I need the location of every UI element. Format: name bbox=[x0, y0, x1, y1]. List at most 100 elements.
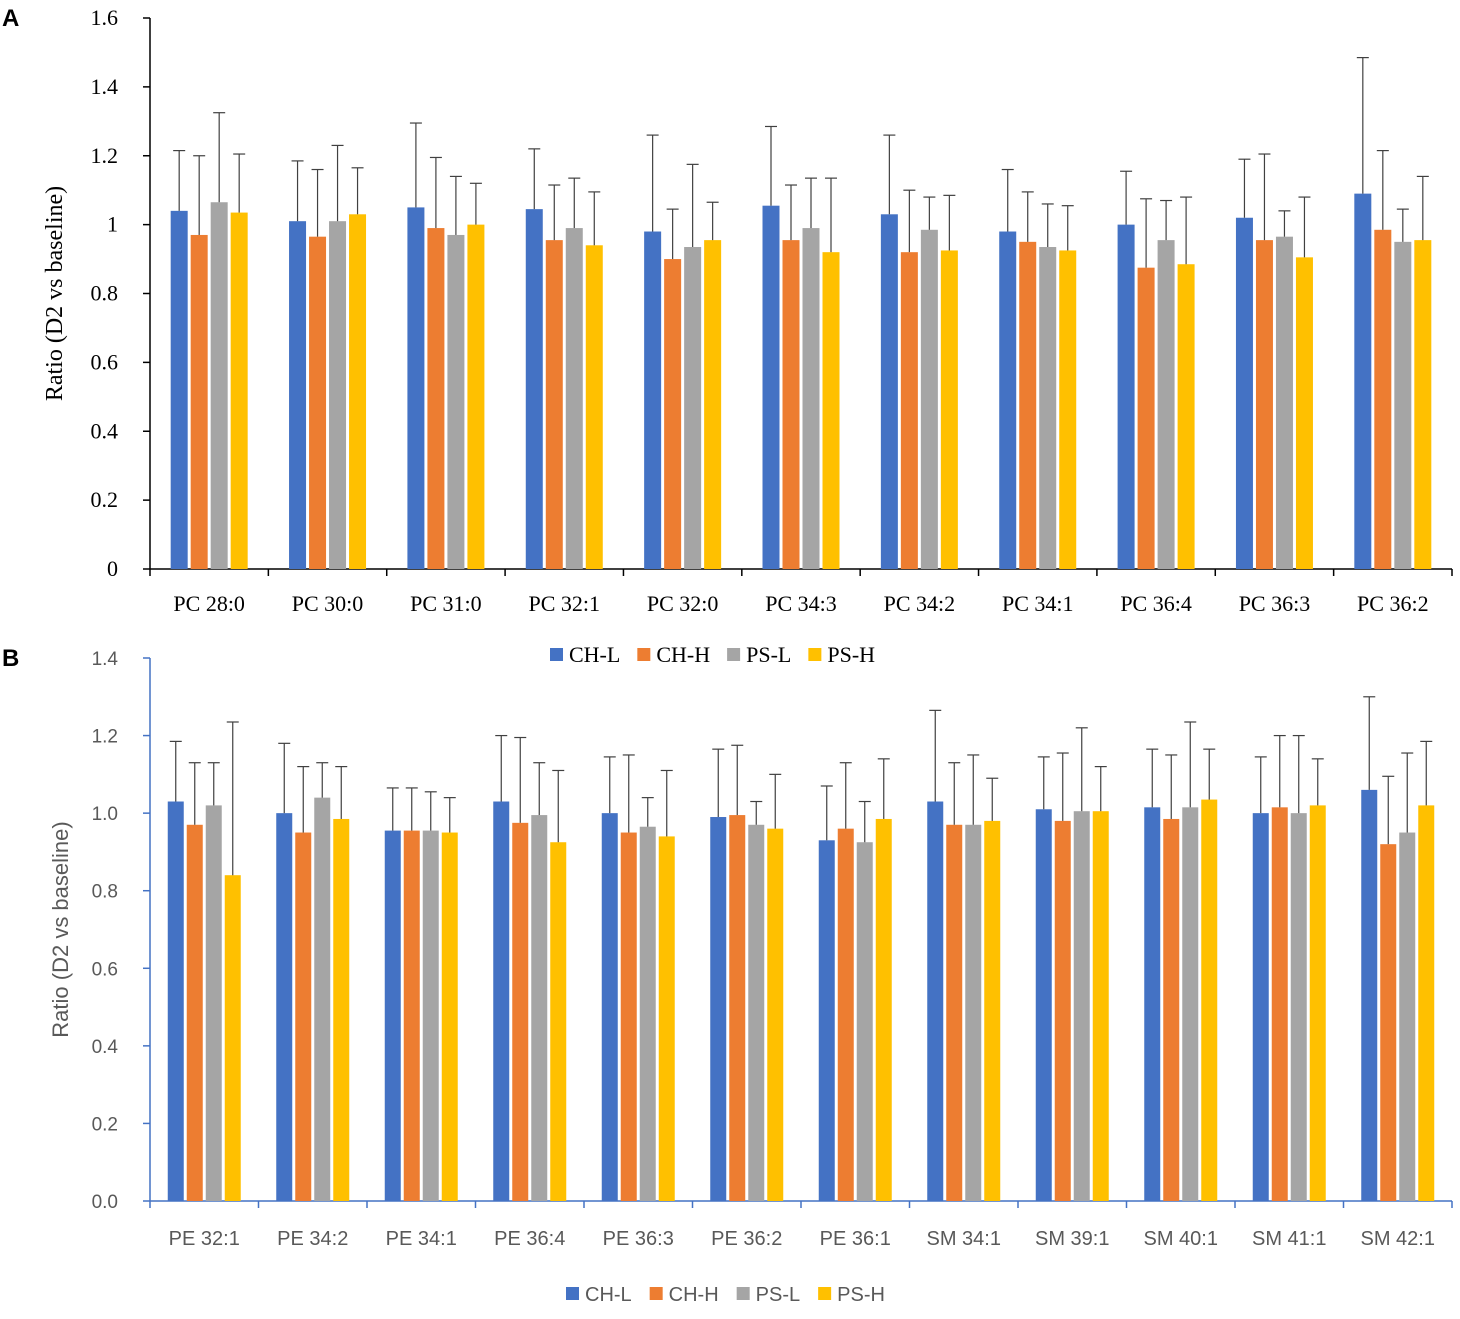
bar bbox=[210, 202, 228, 569]
y-tick-label: 0.4 bbox=[91, 418, 119, 443]
bar bbox=[309, 236, 327, 569]
bar bbox=[167, 801, 184, 1201]
x-tick-label: SM 41:1 bbox=[1252, 1228, 1326, 1250]
bar bbox=[1255, 240, 1273, 569]
bar bbox=[1309, 805, 1326, 1201]
bar bbox=[1137, 267, 1155, 569]
x-tick-label: PE 36:2 bbox=[711, 1228, 782, 1250]
bar bbox=[1144, 807, 1161, 1201]
y-tick-label: 0.8 bbox=[91, 281, 119, 306]
legend-label: PS-H bbox=[837, 1284, 885, 1306]
y-tick-label: 0.6 bbox=[91, 349, 119, 374]
bar bbox=[658, 836, 675, 1201]
legend-label: CH-L bbox=[569, 642, 620, 667]
bar bbox=[782, 240, 800, 569]
y-tick-label: 0.8 bbox=[92, 882, 118, 903]
y-tick-label: 0.0 bbox=[92, 1192, 118, 1213]
bar bbox=[1275, 236, 1293, 569]
y-tick-label: 0.2 bbox=[92, 1114, 118, 1135]
y-tick-label: 0 bbox=[107, 556, 118, 581]
bar bbox=[965, 824, 982, 1201]
bar bbox=[276, 813, 293, 1201]
bar bbox=[1163, 818, 1180, 1201]
bar bbox=[190, 234, 208, 570]
x-tick-label: PC 34:1 bbox=[1002, 591, 1074, 616]
bar bbox=[822, 252, 840, 570]
x-tick-label: PC 28:0 bbox=[173, 591, 245, 616]
bar bbox=[333, 818, 350, 1201]
y-tick-label: 1.2 bbox=[91, 143, 119, 168]
x-tick-label: PC 36:4 bbox=[1120, 591, 1192, 616]
bar bbox=[1380, 844, 1397, 1201]
y-tick-label: 1.2 bbox=[92, 727, 118, 748]
legend-swatch bbox=[649, 1287, 663, 1300]
bar bbox=[525, 209, 543, 570]
bar bbox=[920, 229, 938, 569]
bar bbox=[1271, 807, 1288, 1201]
bar bbox=[1290, 813, 1307, 1201]
bar bbox=[1252, 813, 1269, 1201]
bar bbox=[1235, 217, 1253, 570]
bar bbox=[1039, 247, 1057, 569]
bar bbox=[1295, 257, 1313, 569]
bar bbox=[837, 828, 854, 1201]
bar bbox=[880, 214, 898, 569]
x-tick-label: PC 36:3 bbox=[1239, 591, 1311, 616]
bar bbox=[550, 842, 567, 1201]
bar bbox=[441, 832, 458, 1201]
y-tick-label: 1.6 bbox=[91, 5, 119, 30]
bar bbox=[639, 826, 656, 1201]
bar bbox=[1019, 241, 1037, 569]
y-tick-label: 0.2 bbox=[91, 487, 119, 512]
y-tick-label: 0.4 bbox=[92, 1037, 119, 1058]
bar bbox=[447, 234, 465, 570]
y-tick-label: 1.4 bbox=[91, 74, 119, 99]
legend-label: PS-L bbox=[746, 642, 791, 667]
x-tick-label: PE 36:3 bbox=[603, 1228, 674, 1250]
bar bbox=[729, 815, 746, 1201]
x-tick-label: PC 30:0 bbox=[292, 591, 364, 616]
y-axis-title: Ratio (D2 vs baseline) bbox=[42, 186, 68, 401]
bar bbox=[818, 840, 835, 1201]
bar bbox=[704, 240, 722, 569]
bar bbox=[1054, 820, 1071, 1201]
panel-a-letter: A bbox=[2, 5, 19, 32]
bar bbox=[295, 832, 312, 1201]
bar bbox=[644, 231, 662, 569]
bar bbox=[802, 228, 820, 569]
bar bbox=[186, 824, 203, 1201]
bar bbox=[1354, 193, 1372, 569]
x-tick-label: PC 36:2 bbox=[1357, 591, 1429, 616]
bar bbox=[684, 247, 702, 569]
bar bbox=[900, 252, 918, 570]
panel-a-chart: 0 0.2 0.4 0.6 0.8 1 1.2 1.4 1.6 Ratio (D2 vs base… bbox=[42, 5, 1453, 667]
bar bbox=[1374, 229, 1392, 569]
legend-swatch bbox=[727, 648, 741, 661]
bar bbox=[601, 813, 618, 1201]
y-tick-label: 1.4 bbox=[92, 649, 119, 670]
bar bbox=[230, 212, 248, 569]
x-tick-label: SM 39:1 bbox=[1035, 1228, 1109, 1250]
bar bbox=[545, 240, 563, 569]
x-tick-label: PC 32:0 bbox=[647, 591, 719, 616]
legend-swatch bbox=[736, 1287, 750, 1300]
bar bbox=[1418, 805, 1435, 1201]
y-tick-label: 1 bbox=[107, 212, 118, 237]
bar bbox=[620, 832, 637, 1201]
legend-label: PS-H bbox=[827, 642, 875, 667]
bar bbox=[767, 828, 784, 1201]
x-tick-label: SM 40:1 bbox=[1144, 1228, 1218, 1250]
legend-swatch bbox=[566, 1287, 579, 1300]
bar bbox=[1059, 250, 1077, 569]
bar bbox=[585, 245, 603, 569]
bar bbox=[856, 842, 873, 1201]
x-tick-label: PC 32:1 bbox=[529, 591, 601, 616]
bar bbox=[512, 822, 529, 1201]
bar bbox=[314, 797, 331, 1201]
bar bbox=[384, 830, 401, 1201]
bar bbox=[565, 228, 583, 569]
bar bbox=[927, 801, 944, 1201]
bar bbox=[467, 224, 485, 569]
legend-swatch bbox=[818, 1287, 832, 1300]
bar bbox=[329, 221, 347, 569]
